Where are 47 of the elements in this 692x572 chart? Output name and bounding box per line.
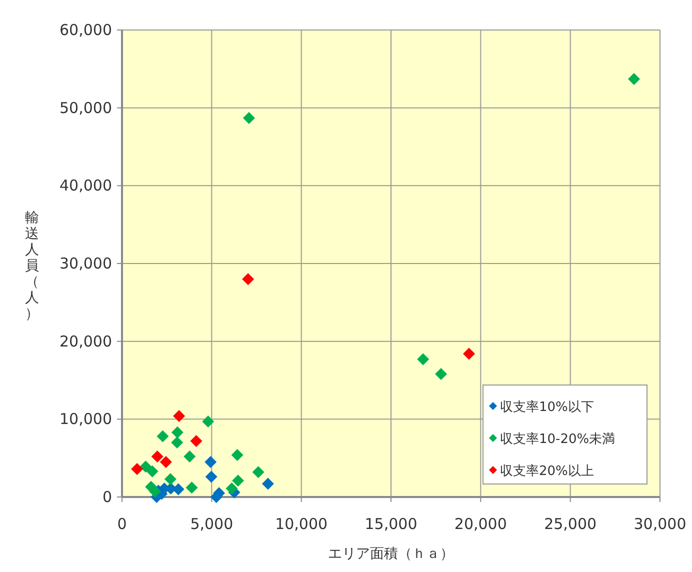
point <box>156 430 169 442</box>
point <box>232 474 244 487</box>
point <box>186 482 198 494</box>
x-tick-label: 20,000 <box>454 515 507 533</box>
x-tick-label: 15,000 <box>364 515 418 533</box>
y-tick-label: 20,000 <box>60 332 112 350</box>
y-tick-label: 0 <box>102 488 112 506</box>
point <box>417 353 430 366</box>
y-tick-label: 40,000 <box>60 176 112 195</box>
x-tick-label: 25,000 <box>544 515 597 533</box>
legend-label: 収支率10%以下 <box>500 399 594 415</box>
point <box>164 473 176 486</box>
point <box>173 410 186 422</box>
x-tick-label: 30,000 <box>634 515 686 533</box>
point <box>151 450 164 463</box>
point <box>262 478 274 490</box>
legend-label: 収支率20%以上 <box>500 463 594 479</box>
legend-label: 収支率10-20%未満 <box>500 431 616 447</box>
point <box>204 456 217 468</box>
point <box>628 73 640 86</box>
point <box>148 486 161 498</box>
point <box>160 456 172 468</box>
point <box>171 436 184 449</box>
point <box>190 434 202 447</box>
point <box>231 448 244 461</box>
point <box>463 348 476 360</box>
x-tick-label: 0 <box>117 515 127 533</box>
point <box>140 460 152 473</box>
y-axis-title: 輸送人員（人） <box>25 210 39 322</box>
point <box>146 465 158 478</box>
point <box>171 426 184 438</box>
y-tick-label: 30,000 <box>60 254 112 272</box>
point <box>242 273 254 286</box>
point <box>226 482 238 494</box>
point <box>252 466 264 478</box>
x-axis-title: エリア面積（ｈａ） <box>328 546 454 562</box>
y-tick-label: 60,000 <box>60 21 112 39</box>
x-tick-label: 10,000 <box>275 515 328 533</box>
point <box>202 416 214 428</box>
x-tick-label: 5,000 <box>190 515 234 533</box>
y-tick-label: 50,000 <box>60 98 112 117</box>
point <box>131 462 144 475</box>
y-tick-label: 10,000 <box>60 410 112 428</box>
point <box>435 368 448 380</box>
point <box>184 450 196 463</box>
point <box>205 470 218 483</box>
point <box>242 112 255 124</box>
